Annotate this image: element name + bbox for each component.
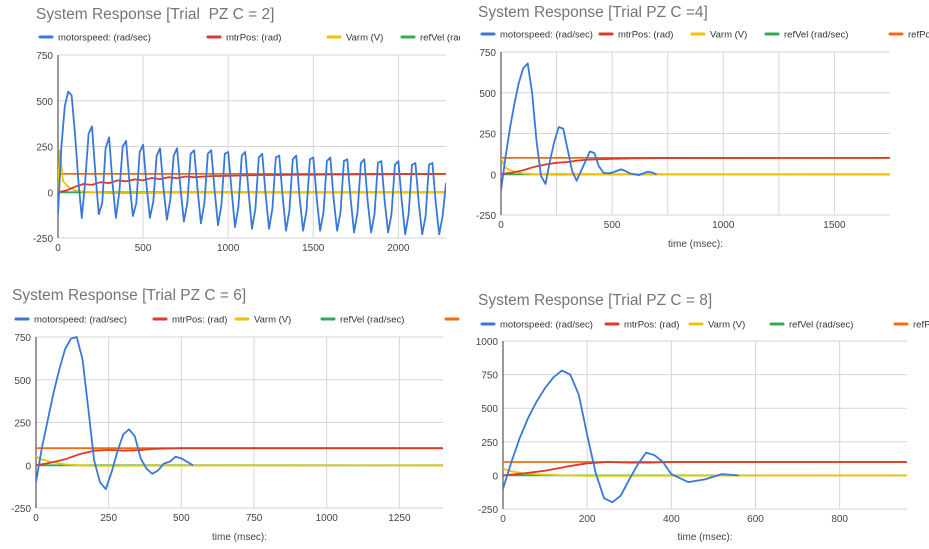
y-tick-label: 0 [47,188,53,199]
chart-title-2: System Response [Trial PZ C =4] [478,4,708,21]
x-tick-label: 1500 [823,220,846,231]
y-tick-label: 0 [25,461,31,472]
x-tick-label: 200 [579,514,596,525]
legend-label: Varm (V) [254,315,291,326]
x-tick-label: 2000 [387,243,410,254]
series-line [501,157,890,176]
chart-panel-4: System Response [Trial PZ C = 8] -250 0 25… [460,280,929,549]
series-line [58,90,446,236]
x-tick-label: 600 [747,514,764,525]
x-tick-label: 500 [135,243,152,254]
x-tick-label: 0 [33,513,39,524]
y-tick-label: 250 [14,419,31,430]
series-line [501,62,657,191]
legend-label: refVel (rad/sec) [420,33,460,44]
series-line [503,467,907,477]
y-tick-label: 250 [36,143,53,154]
series-line [503,369,739,504]
y-tick-label: 750 [481,371,498,382]
chart-title-1: System Response [Trial PZ C = 2] [36,6,275,23]
legend-label: Varm (V) [708,320,745,331]
y-tick-label: 250 [479,130,496,141]
x-tick-label: 400 [663,514,680,525]
legend-label: mtrPos: (rad) [172,315,227,326]
chart-panel-2: System Response [Trial PZ C =4] -250 0 250… [460,0,929,270]
series-line [36,336,194,491]
x-tick-label: 1250 [388,513,411,524]
x-tick-label: 750 [246,513,263,524]
x-axis-label: time (msec): [212,532,267,543]
x-axis-label: time (msec): [678,532,733,543]
y-tick-label: -250 [11,504,31,515]
legend-label: motorspeed: (rad/sec) [34,315,127,326]
legend-label: mtrPos: (rad) [624,320,679,331]
chart-title-3: System Response [Trial PZ C = 6] [12,287,247,304]
y-tick-label: 500 [36,97,53,108]
y-tick-label: -250 [478,505,498,516]
x-tick-label: 0 [500,514,506,525]
legend-label: mtrPos: (rad) [226,33,281,44]
series-line [501,156,890,176]
x-tick-label: 250 [100,513,117,524]
legend-label: motorspeed: (rad/sec) [500,30,593,41]
legend-label: Varm (V) [710,30,747,41]
legend-label: refPos (rad) [913,320,929,331]
legend-label: motorspeed: (rad/sec) [58,33,151,44]
y-tick-label: 750 [479,48,496,59]
series-line [58,173,446,194]
legend-label: motorspeed: (rad/sec) [500,320,593,331]
x-tick-label: 1000 [712,220,735,231]
y-tick-label: 750 [14,333,31,344]
x-tick-label: 0 [498,220,504,231]
y-tick-label: -250 [476,211,496,222]
chart-panel-1: System Response [Trial PZ C = 2] -250 0 25… [0,0,460,270]
legend-label: refPos (rad) [908,30,929,41]
y-tick-label: 1000 [476,337,499,348]
y-tick-label: 250 [481,438,498,449]
y-tick-label: 0 [492,471,498,482]
x-tick-label: 1000 [217,243,240,254]
series-line [36,447,443,467]
x-tick-label: 0 [55,243,61,254]
y-tick-label: 500 [479,89,496,100]
legend-label: refVel (rad/sec) [789,320,853,331]
x-axis-label: time (msec): [668,239,723,250]
y-tick-label: 750 [36,51,53,62]
legend-label: refVel (rad/sec) [784,30,848,41]
x-tick-label: 1000 [316,513,339,524]
x-tick-label: 1500 [302,243,325,254]
x-tick-label: 500 [604,220,621,231]
series-line [503,461,907,477]
legend-label: Varm (V) [346,33,383,44]
x-tick-label: 500 [173,513,190,524]
y-tick-label: 500 [481,404,498,415]
y-tick-label: 0 [490,170,496,181]
y-tick-label: 500 [14,376,31,387]
series-line [58,149,446,195]
series-line [36,455,443,467]
legend-label: mtrPos: (rad) [618,30,673,41]
legend-label: refVel (rad/sec) [340,315,404,326]
x-tick-label: 800 [831,514,848,525]
chart-title-4: System Response [Trial PZ C = 8] [478,292,713,309]
chart-panel-3: System Response [Trial PZ C = 6] -250 0 25… [0,280,460,549]
y-tick-label: -250 [33,234,53,245]
